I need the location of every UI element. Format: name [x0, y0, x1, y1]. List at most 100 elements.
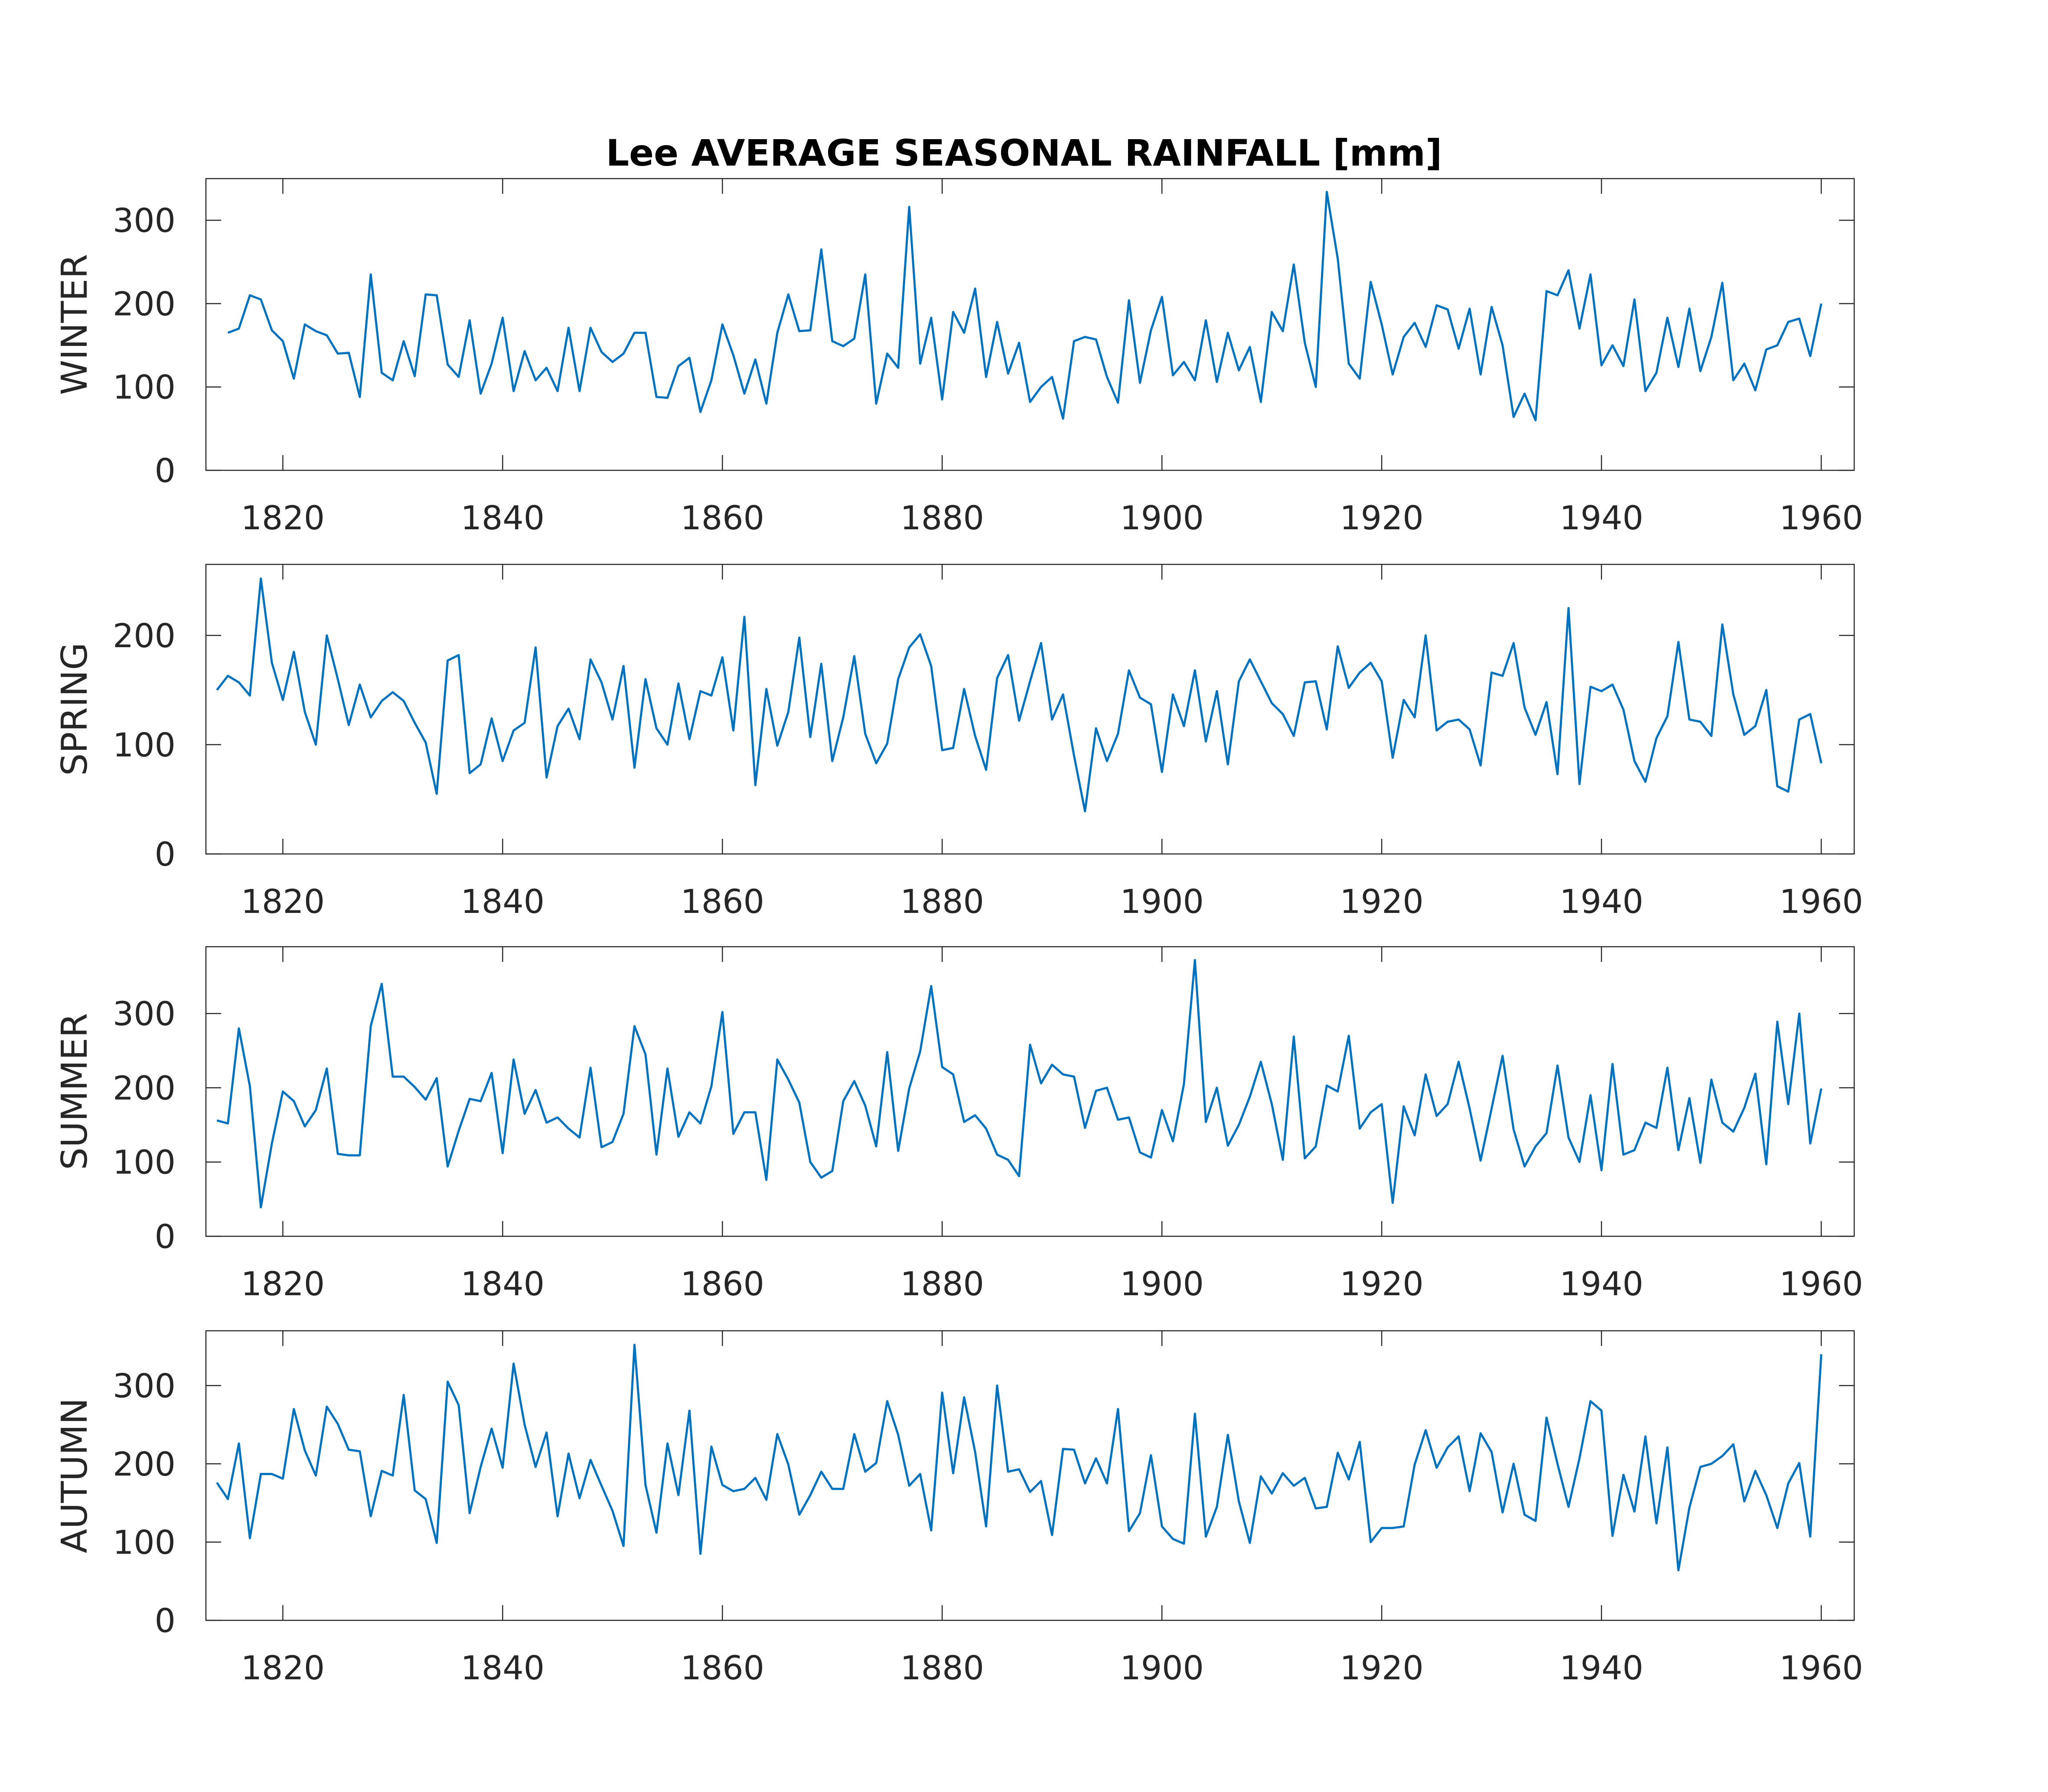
summer-point [490, 1072, 493, 1074]
spring-point [1567, 607, 1570, 609]
winter-point [1402, 336, 1405, 338]
winter-point [776, 332, 779, 334]
spring-point [1732, 693, 1735, 696]
autumn-point [1238, 1500, 1240, 1503]
spring-point [633, 766, 636, 769]
summer-point [1754, 1072, 1757, 1075]
autumn-point [315, 1474, 317, 1477]
summer-point [1567, 1136, 1570, 1139]
autumn-point [248, 1537, 251, 1539]
winter-xtick-label: 1920 [1340, 499, 1423, 537]
autumn-point [743, 1488, 746, 1490]
spring-point [1809, 713, 1812, 715]
spring-point [1282, 713, 1284, 715]
winter-point [886, 352, 889, 355]
spring-point [315, 743, 317, 746]
autumn-point [336, 1423, 339, 1425]
winter-point [655, 396, 658, 398]
autumn-point [1095, 1457, 1097, 1460]
summer-ytick-label: 100 [113, 1143, 176, 1182]
autumn-xtick-label: 1840 [461, 1649, 545, 1687]
summer-point [1040, 1082, 1042, 1085]
summer-point [1314, 1145, 1317, 1148]
summer-point [1337, 1090, 1339, 1093]
winter-point [1732, 379, 1735, 381]
autumn-point [754, 1476, 757, 1479]
winter-point [644, 332, 647, 334]
winter-point [897, 367, 900, 369]
summer-point [303, 1125, 306, 1128]
spring-point [1106, 760, 1108, 762]
spring-point [710, 694, 713, 697]
autumn-point [424, 1498, 427, 1500]
spring-ylabel: SPRING [54, 642, 95, 776]
winter-point [853, 337, 856, 340]
spring-point [1545, 701, 1548, 704]
summer-point [974, 1114, 976, 1117]
summer-ylabel: SUMMER [54, 1013, 95, 1170]
summer-point [457, 1130, 460, 1132]
autumn-point [1413, 1463, 1416, 1466]
autumn-point [963, 1396, 965, 1399]
autumn-point [1490, 1451, 1493, 1453]
summer-point [1446, 1103, 1449, 1105]
summer-point [567, 1127, 570, 1130]
autumn-point [447, 1380, 449, 1383]
winter-rainfall-line [227, 191, 1823, 422]
spring-point [534, 646, 537, 649]
autumn-point [842, 1488, 845, 1490]
autumn-point [1754, 1469, 1757, 1472]
spring-point [1128, 669, 1130, 672]
spring-point [1600, 690, 1603, 692]
winter-point [985, 376, 988, 378]
winter-point [710, 379, 713, 381]
spring-point [1435, 729, 1438, 732]
summer-point [1106, 1086, 1108, 1089]
spring-point [1139, 697, 1141, 699]
summer-panel: 1820 1840 1860 1880 1900 1920 1940 1960 0 100 200 3… [54, 946, 1863, 1303]
spring-point [1337, 645, 1339, 648]
autumn-point [1479, 1432, 1482, 1435]
autumn-point [1380, 1527, 1383, 1529]
winter-point [424, 293, 427, 296]
autumn-point [897, 1434, 900, 1436]
winter-point [1358, 378, 1361, 380]
winter-point [875, 402, 877, 405]
summer-point [348, 1154, 350, 1157]
spring-point [1611, 683, 1614, 686]
autumn-xtick-label: 1880 [900, 1649, 984, 1687]
winter-panel: 1820 1840 1860 1880 1900 1920 1940 1960 0 100 200 3… [54, 178, 1863, 537]
summer-point [1490, 1107, 1493, 1110]
summer-point [414, 1086, 416, 1088]
spring-point [842, 716, 845, 719]
spring-point [1765, 689, 1768, 691]
summer-point [501, 1152, 504, 1154]
spring-point [447, 659, 449, 662]
autumn-point [644, 1484, 647, 1486]
spring-point [348, 724, 350, 727]
summer-point [1216, 1086, 1218, 1089]
autumn-point [1259, 1475, 1262, 1478]
summer-point [1084, 1127, 1086, 1129]
summer-point [1370, 1111, 1372, 1114]
autumn-point [1611, 1535, 1614, 1537]
spring-xtick-label: 1940 [1559, 882, 1643, 921]
winter-point [963, 332, 965, 334]
spring-xtick-label: 1920 [1340, 882, 1423, 921]
spring-rainfall-line [216, 577, 1823, 813]
winter-point [1216, 381, 1218, 383]
spring-point [677, 682, 680, 685]
winter-point [1139, 381, 1141, 384]
autumn-point [809, 1494, 812, 1496]
autumn-point [1271, 1492, 1273, 1495]
winter-point [1567, 269, 1570, 272]
spring-point [765, 687, 768, 690]
autumn-point [820, 1470, 822, 1473]
spring-point [721, 656, 724, 658]
autumn-point [1787, 1482, 1790, 1485]
autumn-point [1743, 1500, 1746, 1503]
summer-point [1622, 1153, 1625, 1156]
winter-point [1622, 365, 1625, 368]
autumn-point [710, 1445, 713, 1448]
spring-point [1007, 654, 1009, 656]
